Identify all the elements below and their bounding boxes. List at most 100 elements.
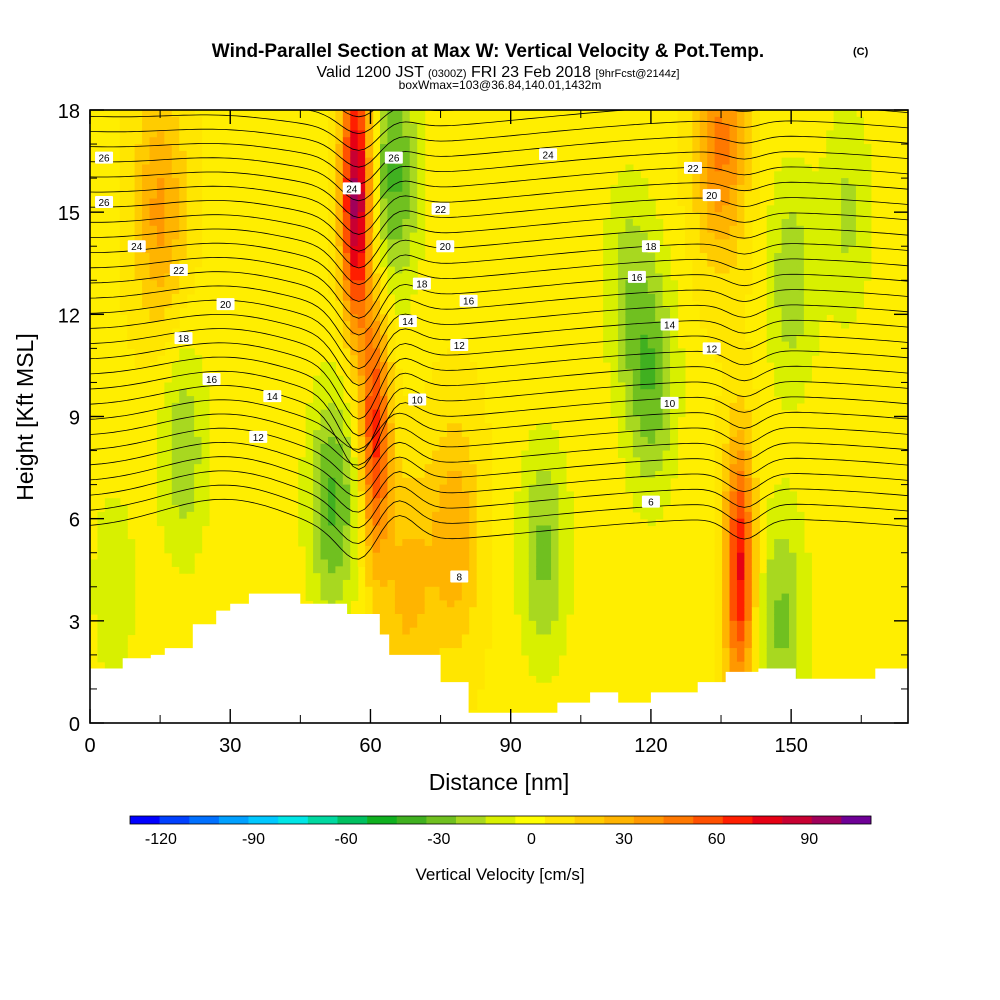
w-cell <box>127 327 136 336</box>
w-cell <box>335 246 344 254</box>
w-cell <box>327 443 336 452</box>
w-cell <box>446 409 455 418</box>
theta-contour-line <box>90 484 908 544</box>
w-cell <box>558 484 567 493</box>
w-cell <box>833 287 842 295</box>
w-cell <box>387 191 396 200</box>
w-cell <box>640 225 649 234</box>
w-cell <box>543 423 552 431</box>
w-cell <box>171 518 180 527</box>
w-cell <box>699 314 708 322</box>
w-cell <box>186 171 195 179</box>
w-cell <box>104 505 113 513</box>
w-cell <box>751 627 760 636</box>
w-cell <box>119 191 128 200</box>
w-cell <box>439 389 448 397</box>
w-cell <box>729 382 738 390</box>
w-cell <box>387 491 396 499</box>
w-cell <box>707 110 716 118</box>
w-cell <box>342 198 351 206</box>
w-cell <box>327 477 336 486</box>
w-cell <box>796 218 805 227</box>
w-cell <box>439 430 448 438</box>
w-cell <box>454 668 463 676</box>
w-cell <box>134 198 143 206</box>
w-cell <box>372 246 381 254</box>
w-cell <box>528 586 537 595</box>
w-cell <box>625 239 634 247</box>
w-cell <box>402 457 411 465</box>
w-cell <box>751 614 760 622</box>
w-cell <box>833 314 842 322</box>
w-cell <box>751 545 760 554</box>
w-cell <box>380 402 389 411</box>
theta-contour-line <box>90 498 908 560</box>
w-cell <box>632 307 641 315</box>
w-cell <box>439 464 448 472</box>
w-cell <box>855 116 864 125</box>
w-cell <box>774 511 783 520</box>
w-cell <box>677 110 686 118</box>
w-cell <box>342 137 351 145</box>
w-cell <box>796 321 805 329</box>
w-cell <box>789 266 798 275</box>
w-cell <box>432 614 441 622</box>
w-cell <box>543 566 552 574</box>
w-cell <box>171 436 180 445</box>
w-cell <box>446 348 455 356</box>
w-cell <box>320 579 329 588</box>
w-cell <box>484 600 493 608</box>
w-cell <box>632 355 641 363</box>
w-cell <box>320 464 329 472</box>
w-cell <box>833 246 842 254</box>
w-cell <box>320 362 329 370</box>
w-cell <box>171 212 180 220</box>
w-cell <box>625 362 634 370</box>
w-cell <box>156 110 165 118</box>
w-cell <box>774 368 783 377</box>
w-cell <box>729 246 738 254</box>
w-cell <box>692 123 701 132</box>
w-cell <box>744 443 753 452</box>
w-cell <box>625 280 634 288</box>
w-cell <box>417 423 426 431</box>
w-cell <box>417 198 426 206</box>
w-cell <box>766 205 775 213</box>
w-cell <box>327 368 336 377</box>
w-cell <box>424 641 433 649</box>
w-cell <box>335 253 344 261</box>
w-cell <box>164 423 173 431</box>
w-cell <box>736 246 745 254</box>
w-cell <box>774 600 783 608</box>
theta-contour-line <box>90 385 908 470</box>
w-cell <box>617 246 627 254</box>
w-cell <box>655 334 664 343</box>
w-cell <box>796 382 805 390</box>
w-cell <box>744 545 753 554</box>
w-cell <box>342 532 351 540</box>
w-cell <box>469 593 478 601</box>
w-cell <box>729 477 738 486</box>
w-cell <box>394 477 403 486</box>
w-cell <box>521 600 530 608</box>
w-cell <box>439 505 448 513</box>
w-cell <box>640 511 649 520</box>
w-cell <box>766 259 775 268</box>
w-cell <box>766 293 775 302</box>
w-cell <box>409 450 418 458</box>
w-cell <box>736 661 745 670</box>
w-cell <box>164 205 173 213</box>
w-cell <box>387 116 396 125</box>
w-cell <box>149 314 158 322</box>
w-cell <box>803 280 812 288</box>
w-cell <box>781 375 790 384</box>
w-cell <box>409 436 418 445</box>
w-cell <box>142 164 151 172</box>
w-cell <box>357 402 366 411</box>
w-cell <box>692 239 701 247</box>
w-cell <box>320 552 329 561</box>
w-cell <box>796 525 805 533</box>
w-cell <box>707 232 716 241</box>
w-cell <box>729 389 738 397</box>
w-cell <box>551 634 560 642</box>
